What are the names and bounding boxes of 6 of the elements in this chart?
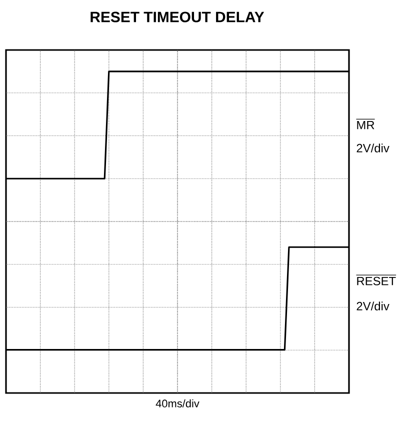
text: 2V/div (356, 302, 390, 310)
x-axis-title: 40ms/div (156, 399, 200, 408)
text: 2V/div (356, 144, 390, 152)
legend-label: RESET (357, 276, 396, 286)
chart-title: RESET TIMEOUT DELAY (90, 12, 264, 22)
legend-label: MR (357, 120, 374, 130)
